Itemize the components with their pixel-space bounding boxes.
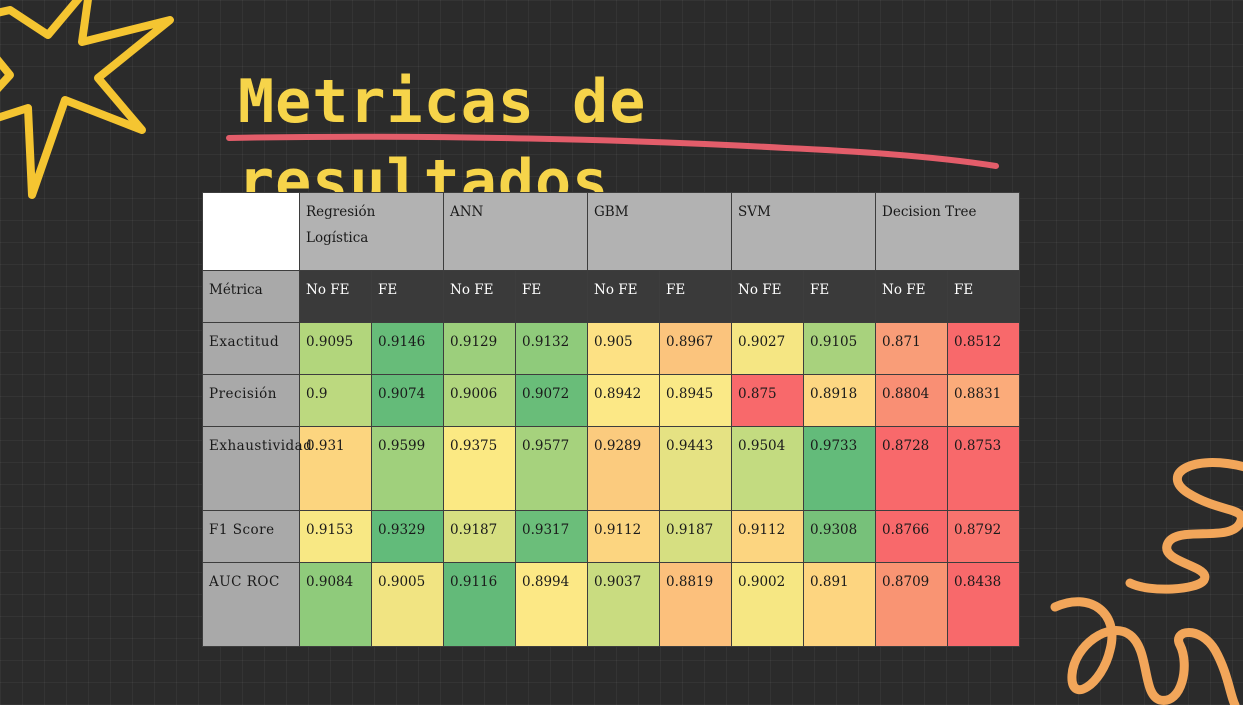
- value-cell: 0.891: [802, 562, 877, 647]
- value-cell: 0.9084: [299, 562, 372, 647]
- value-cell: 0.9132: [515, 322, 588, 375]
- value-cell: 0.9: [299, 374, 372, 427]
- title-underline: [226, 133, 999, 169]
- value-cell: 0.931: [299, 426, 372, 511]
- value-cell: 0.8709: [875, 562, 949, 647]
- value-cell: 0.9329: [371, 510, 444, 563]
- value-cell: 0.9187: [659, 510, 732, 563]
- star-doodle-icon: [0, 0, 174, 199]
- value-cell: 0.8753: [947, 426, 1021, 511]
- value-cell: 0.8994: [515, 562, 588, 647]
- metric-name-cell: F1 Score: [202, 510, 300, 563]
- table-row: Exactitud 0.9095 0.9146 0.9129 0.9132 0.905 0.…: [202, 322, 1021, 375]
- value-cell: 0.8438: [947, 562, 1021, 647]
- model-header: Decision Tree: [875, 192, 1021, 271]
- page-title: Metricas de resultados: [238, 67, 647, 217]
- value-cell: 0.9317: [515, 510, 588, 563]
- value-cell: 0.8792: [947, 510, 1021, 563]
- value-cell: 0.9129: [443, 322, 516, 375]
- model-header: SVM: [730, 192, 877, 271]
- value-cell: 0.8804: [875, 374, 949, 427]
- corner-cell: [202, 192, 300, 271]
- table-row: F1 Score 0.9153 0.9329 0.9187 0.9317 0.9112 0.…: [202, 510, 1021, 563]
- value-cell: 0.9146: [371, 322, 444, 375]
- value-cell: 0.8728: [875, 426, 949, 511]
- value-cell: 0.9577: [515, 426, 588, 511]
- subheader-cell: No FE: [875, 270, 949, 323]
- model-header: Regresión Logística: [299, 192, 444, 271]
- value-cell: 0.9504: [731, 426, 804, 511]
- value-cell: 0.8512: [947, 322, 1021, 375]
- value-cell: 0.8819: [659, 562, 732, 647]
- subheader-cell: FE: [515, 270, 588, 323]
- subheader-cell: No FE: [731, 270, 804, 323]
- model-header: GBM: [587, 192, 732, 271]
- subheader-row: Métrica No FE FE No FE FE No FE FE No FE…: [202, 270, 1021, 323]
- subheader-cell: FE: [802, 270, 877, 323]
- subheader-cell: FE: [371, 270, 444, 323]
- value-cell: 0.8918: [802, 374, 877, 427]
- value-cell: 0.9005: [371, 562, 444, 647]
- value-cell: 0.9443: [659, 426, 732, 511]
- subheader-cell: FE: [659, 270, 732, 323]
- results-table: Regresión Logística ANN GBM SVM Decision…: [202, 192, 1021, 647]
- value-cell: 0.8945: [659, 374, 732, 427]
- metric-name-cell: Precisión: [202, 374, 300, 427]
- value-cell: 0.8942: [587, 374, 660, 427]
- value-cell: 0.9308: [802, 510, 877, 563]
- value-cell: 0.9074: [371, 374, 444, 427]
- value-cell: 0.9002: [731, 562, 804, 647]
- value-cell: 0.875: [731, 374, 804, 427]
- value-cell: 0.871: [875, 322, 949, 375]
- value-cell: 0.9095: [299, 322, 372, 375]
- table-row: Precisión 0.9 0.9074 0.9006 0.9072 0.8942 0.89…: [202, 374, 1021, 427]
- table-body: Exactitud 0.9095 0.9146 0.9129 0.9132 0.905 0.…: [202, 322, 1021, 647]
- metric-name-cell: AUC ROC: [202, 562, 300, 647]
- table-row: Exhaustividad 0.931 0.9599 0.9375 0.9577 0.92…: [202, 426, 1021, 511]
- value-cell: 0.9072: [515, 374, 588, 427]
- value-cell: 0.8967: [659, 322, 732, 375]
- value-cell: 0.9153: [299, 510, 372, 563]
- model-header: ANN: [443, 192, 588, 271]
- value-cell: 0.9289: [587, 426, 660, 511]
- value-cell: 0.8831: [947, 374, 1021, 427]
- metric-name-cell: Exactitud: [202, 322, 300, 375]
- subheader-cell: No FE: [587, 270, 660, 323]
- subheader-cell: No FE: [443, 270, 516, 323]
- value-cell: 0.9112: [731, 510, 804, 563]
- swirl-doodle-icon: [1125, 458, 1243, 594]
- value-cell: 0.8766: [875, 510, 949, 563]
- value-cell: 0.9733: [802, 426, 877, 511]
- value-cell: 0.9187: [443, 510, 516, 563]
- value-cell: 0.9112: [587, 510, 660, 563]
- value-cell: 0.9006: [443, 374, 516, 427]
- value-cell: 0.9375: [443, 426, 516, 511]
- value-cell: 0.9116: [443, 562, 516, 647]
- subheader-cell: No FE: [299, 270, 372, 323]
- value-cell: 0.9105: [802, 322, 877, 375]
- value-cell: 0.9027: [731, 322, 804, 375]
- value-cell: 0.905: [587, 322, 660, 375]
- model-header-row: Regresión Logística ANN GBM SVM Decision…: [202, 192, 1021, 271]
- spiral-doodle-icon: [1050, 597, 1240, 705]
- value-cell: 0.9037: [587, 562, 660, 647]
- subheader-cell: FE: [947, 270, 1021, 323]
- metric-name-cell: Exhaustividad: [202, 426, 312, 511]
- table-row: AUC ROC 0.9084 0.9005 0.9116 0.8994 0.9037 0.8…: [202, 562, 1021, 647]
- metric-column-header: Métrica: [202, 270, 300, 323]
- value-cell: 0.9599: [371, 426, 444, 511]
